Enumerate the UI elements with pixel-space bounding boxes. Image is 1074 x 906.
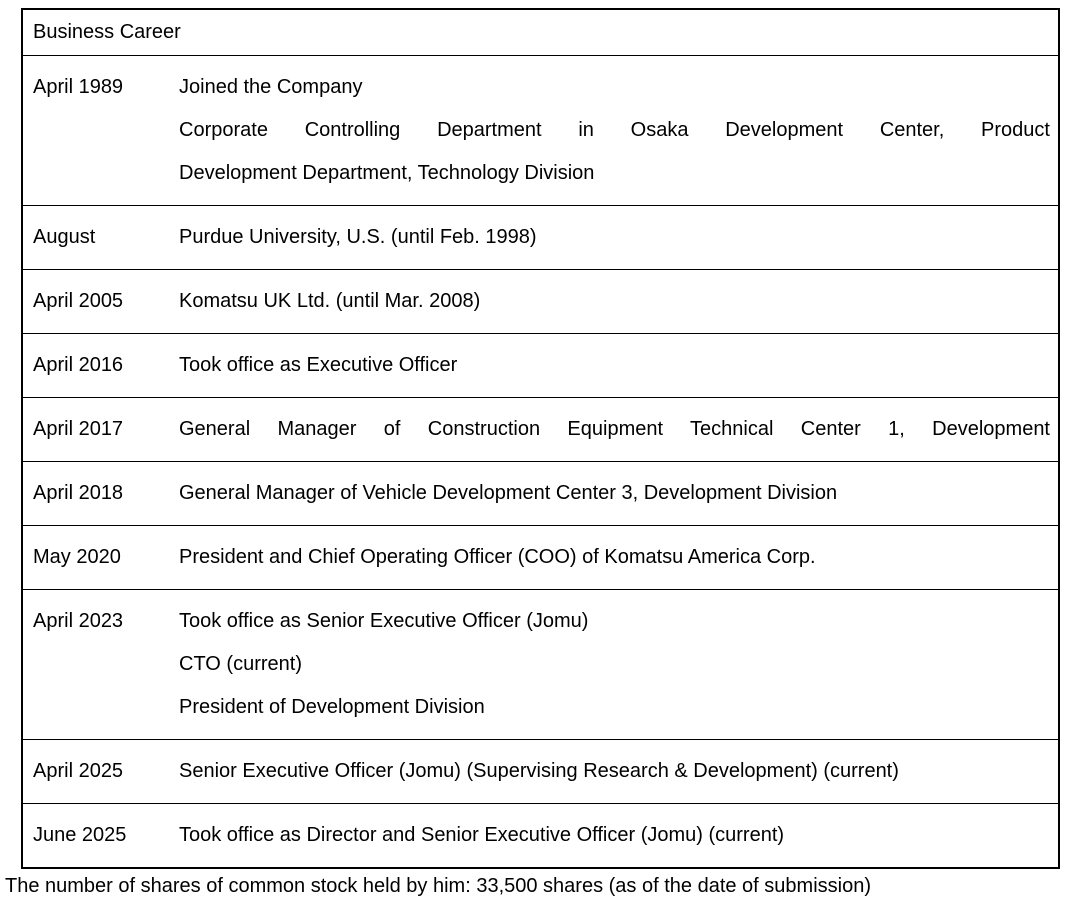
career-description: Joined the Company Corporate Controlling … (179, 66, 1058, 195)
career-entry-line: President of Development Division (179, 696, 485, 718)
career-date: April 2016 (33, 354, 124, 376)
career-entry-line: Corporate Controlling Department in Osak… (179, 119, 1050, 141)
career-entry-line: Senior Executive Officer (Jomu) (Supervi… (179, 760, 899, 782)
career-row: April 2018 General Manager of Vehicle Dev… (23, 461, 1058, 525)
career-description: Took office as Director and Senior Execu… (179, 814, 1058, 857)
career-entry-line: Joined the Company (179, 76, 363, 98)
career-description: Took office as Senior Executive Officer … (179, 600, 1058, 729)
shares-held-note: The number of shares of common stock hel… (5, 875, 871, 897)
career-row: May 2020 President and Chief Operating Of… (23, 525, 1058, 589)
career-row: August Purdue University, U.S. (until Feb… (23, 205, 1058, 269)
career-row: April 2017 General Manager of Constructio… (23, 397, 1058, 461)
career-description: Took office as Executive Officer (179, 344, 1058, 387)
business-career-table: Business Career April 1989 Joined the Com… (21, 8, 1060, 869)
table-header-row: Business Career (23, 10, 1058, 55)
career-entry-line: Took office as Director and Senior Execu… (179, 824, 785, 846)
career-description: Senior Executive Officer (Jomu) (Supervi… (179, 750, 1058, 793)
career-date: April 2005 (33, 290, 124, 312)
career-description: President and Chief Operating Officer (C… (179, 536, 1058, 579)
career-description: Purdue University, U.S. (until Feb. 1998… (179, 216, 1058, 259)
career-date: May 2020 (33, 546, 121, 568)
career-description: General Manager of Vehicle Development C… (179, 472, 1058, 515)
career-row: April 2023 Took office as Senior Executiv… (23, 589, 1058, 739)
career-date: August (33, 226, 96, 248)
career-description: General Manager of Construction Equipmen… (179, 408, 1058, 451)
career-entry-line: General Manager of Vehicle Development C… (179, 482, 838, 504)
career-entry-line: Purdue University, U.S. (until Feb. 1998… (179, 226, 537, 248)
career-rows-container: April 1989 Joined the Company Corporate Co… (23, 55, 1058, 867)
career-date: April 1989 (33, 76, 124, 98)
career-date: April 2017 (33, 418, 124, 440)
career-entry-line: Took office as Senior Executive Officer … (179, 610, 589, 632)
career-description: Komatsu UK Ltd. (until Mar. 2008) (179, 280, 1058, 323)
career-date: April 2023 (33, 610, 124, 632)
career-row: April 2025 Senior Executive Officer (Jomu… (23, 739, 1058, 803)
career-entry-line: Komatsu UK Ltd. (until Mar. 2008) (179, 290, 481, 312)
career-row: April 2016 Took office as Executive Offic… (23, 333, 1058, 397)
career-row: April 2005 Komatsu UK Ltd. (until Mar. 20… (23, 269, 1058, 333)
career-date: June 2025 (33, 824, 127, 846)
table-title: Business Career (33, 21, 181, 43)
career-row: June 2025 Took office as Director and Sen… (23, 803, 1058, 867)
career-entry-line: President and Chief Operating Officer (C… (179, 546, 816, 568)
career-entry-line: Took office as Executive Officer (179, 354, 458, 376)
career-row: April 1989 Joined the Company Corporate Co… (23, 55, 1058, 205)
career-date: April 2018 (33, 482, 124, 504)
career-entry-line: General Manager of Construction Equipmen… (179, 418, 1050, 440)
career-date: April 2025 (33, 760, 124, 782)
career-entry-line: CTO (current) (179, 653, 302, 675)
career-entry-line: Development Department, Technology Divis… (179, 162, 595, 184)
